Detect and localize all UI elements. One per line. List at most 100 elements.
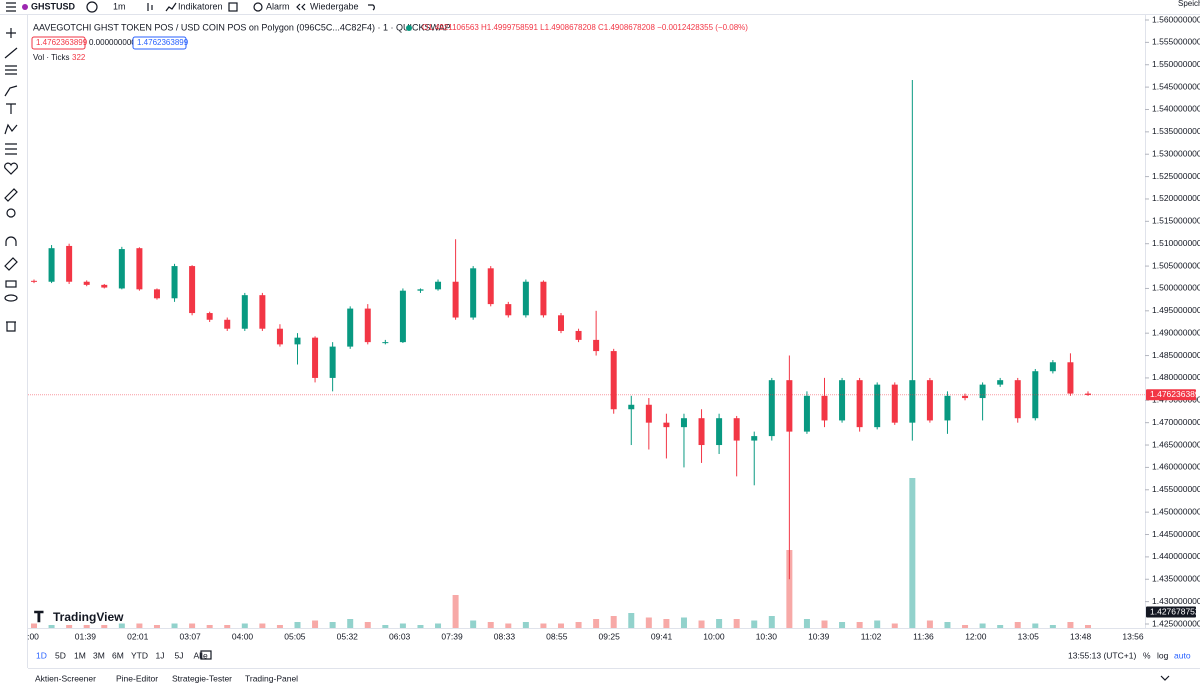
cursor-tool[interactable] <box>6 28 16 38</box>
volume-bar <box>874 620 881 628</box>
candle-body <box>997 380 1004 385</box>
alarm-icon <box>253 2 263 12</box>
legend-title: AAVEGOTCHI GHST TOKEN POS / USD COIN POS… <box>33 22 451 32</box>
candle-body <box>505 304 512 316</box>
delete-tool[interactable] <box>6 321 16 332</box>
panel-tab[interactable]: Trading-Panel <box>245 673 298 683</box>
pattern-tool[interactable] <box>4 123 18 135</box>
replay-button[interactable]: Wiedergabe <box>310 1 359 11</box>
volume-bar <box>189 623 196 628</box>
interval[interactable]: 1m <box>113 1 126 11</box>
panel-tabs: Aktien-Screener Pine-Editor Strategie-Test… <box>35 673 298 683</box>
candle-body <box>839 380 846 421</box>
volume-bar <box>470 620 477 628</box>
volume-bar <box>505 623 512 628</box>
price-tick-label: 1.4450000000 <box>1152 529 1200 539</box>
volume-bar <box>1085 625 1091 628</box>
shapes-tool[interactable] <box>4 162 18 175</box>
range-button[interactable]: 1D <box>36 650 47 660</box>
volume-bar <box>31 623 37 628</box>
save-button[interactable]: Speich <box>1178 0 1200 8</box>
text-tool[interactable] <box>6 103 16 114</box>
lock-tool[interactable] <box>5 280 17 288</box>
prediction-tool[interactable] <box>5 143 17 155</box>
stay-drawing-tool[interactable] <box>4 257 18 271</box>
scale-option[interactable]: auto <box>1174 650 1191 660</box>
time-tick-label: 11:02 <box>861 631 882 641</box>
chart-type-icon[interactable] <box>147 3 153 11</box>
date-range-button[interactable] <box>200 650 212 660</box>
templates-button[interactable] <box>228 2 238 12</box>
volume-bar <box>487 622 494 628</box>
volume-bar <box>101 625 108 628</box>
candle-body <box>768 380 775 437</box>
range-button[interactable]: 1M <box>74 650 86 660</box>
symbol-icon <box>22 4 28 10</box>
price-tick-label: 1.4550000000 <box>1152 484 1200 494</box>
price-tick-label: 1.4600000000 <box>1152 462 1200 472</box>
menu-icon[interactable] <box>6 2 16 12</box>
fib-tool[interactable] <box>5 65 17 75</box>
candle-body <box>610 351 617 410</box>
volume-bar <box>610 616 617 628</box>
candle-body <box>276 328 283 345</box>
time-tick-label: 02:01 <box>127 631 149 641</box>
panel-tab[interactable]: Strategie-Tester <box>172 673 232 683</box>
volume-bar <box>312 620 319 628</box>
price-tick-label: 1.4400000000 <box>1152 551 1200 561</box>
volume-bar <box>751 620 758 628</box>
range-button[interactable]: 1J <box>156 650 165 660</box>
price-tick-label: 1.5100000000 <box>1152 238 1200 248</box>
price-tick-label: 1.4850000000 <box>1152 350 1200 360</box>
price-tick-label: 1.5050000000 <box>1152 260 1200 270</box>
range-button[interactable]: 6M <box>112 650 124 660</box>
candle-body <box>312 337 319 378</box>
hide-tool[interactable] <box>4 294 18 302</box>
volume-bar <box>803 619 810 628</box>
measure-tool[interactable] <box>4 188 18 202</box>
range-button[interactable]: 5D <box>55 650 66 660</box>
volume-bar <box>417 625 424 628</box>
volume-bar <box>680 617 687 628</box>
collapse-button[interactable] <box>1160 675 1170 681</box>
compare-button[interactable] <box>86 1 98 13</box>
bid-box[interactable] <box>31 36 86 50</box>
candle-body <box>874 384 881 428</box>
volume-bar <box>136 623 143 628</box>
range-button[interactable]: 5J <box>175 650 184 660</box>
zoom-tool[interactable] <box>6 208 16 218</box>
volume-bar <box>663 619 670 628</box>
brush-tool[interactable] <box>4 85 18 97</box>
range-button[interactable]: 3M <box>93 650 105 660</box>
undo-button[interactable] <box>368 4 375 11</box>
alarm-button[interactable]: Alarm <box>266 1 290 11</box>
plot: 1.5600000000 1.5550000000 1.5500000000 1.54… <box>27 14 1200 641</box>
panel-tab[interactable]: Pine-Editor <box>116 673 158 683</box>
volume-bar <box>979 623 986 628</box>
price-tick-label: 1.4650000000 <box>1152 439 1200 449</box>
candle-body <box>856 380 863 428</box>
volume-bar <box>153 625 160 628</box>
candle-body <box>399 290 406 343</box>
price-tick-label: 1.5550000000 <box>1152 37 1200 47</box>
legend-ohlc: O1.4921106563 H1.4999758591 L1.490867820… <box>422 23 748 32</box>
volume-bar <box>347 619 354 628</box>
indicators-button[interactable]: Indikatoren <box>178 1 223 11</box>
scale-option[interactable]: log <box>1157 650 1169 660</box>
time-tick-label: 11:36 <box>913 631 934 641</box>
volume-bar <box>241 623 248 628</box>
range-button[interactable]: YTD <box>131 650 148 660</box>
trendline-tool[interactable] <box>4 47 18 59</box>
candle-body <box>979 384 986 399</box>
time-tick-label: 05:05 <box>284 631 306 641</box>
volume-bar <box>786 550 793 628</box>
scale-option[interactable]: % <box>1143 650 1151 660</box>
candle-body <box>1067 362 1074 394</box>
panel-tab[interactable]: Aktien-Screener <box>35 673 96 683</box>
symbol[interactable]: GHSTUSD <box>31 1 76 11</box>
price-tick-label: 1.4700000000 <box>1152 417 1200 427</box>
magnet-tool[interactable] <box>5 236 17 246</box>
ask-box[interactable] <box>132 36 187 50</box>
last-price-label: 1.4762363899 <box>1150 389 1200 399</box>
